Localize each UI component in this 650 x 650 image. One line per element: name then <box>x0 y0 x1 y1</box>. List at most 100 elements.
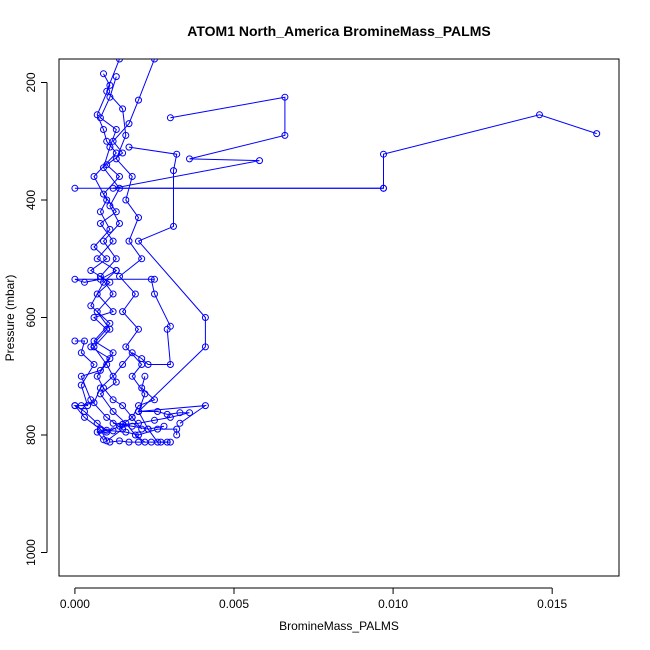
y-axis-label: Pressure (mbar) <box>3 275 17 362</box>
data-point <box>119 361 127 368</box>
series-6 <box>125 143 209 427</box>
data-point <box>100 436 107 444</box>
series-line <box>128 146 208 424</box>
data-point <box>128 422 136 430</box>
data-point <box>135 438 142 446</box>
data-point <box>119 308 127 316</box>
data-point <box>116 173 123 180</box>
data-point <box>116 422 123 430</box>
data-point <box>109 408 117 415</box>
data-point <box>90 399 98 407</box>
data-point <box>125 143 133 151</box>
data-point <box>77 381 85 389</box>
data-point <box>154 408 162 415</box>
data-point <box>93 255 101 263</box>
data-point <box>173 431 181 439</box>
data-point <box>201 402 209 410</box>
y-axis: 200 400 600 800 1000 <box>24 72 48 566</box>
data-point <box>100 237 107 245</box>
data-point <box>103 137 111 145</box>
data-point <box>151 59 158 63</box>
data-point <box>135 214 142 222</box>
data-point <box>166 438 174 446</box>
data-point <box>93 290 101 298</box>
data-point <box>93 428 101 436</box>
data-point <box>119 105 127 113</box>
x-tick-label: 0.000 <box>60 597 90 611</box>
data-point <box>138 255 146 263</box>
data-point <box>147 438 155 446</box>
x-tick-label: 0.015 <box>537 597 567 611</box>
data-point <box>90 343 98 351</box>
data-point <box>112 149 120 157</box>
y-tick-label: 600 <box>24 307 38 327</box>
series-4 <box>109 93 601 192</box>
data-point <box>96 384 104 392</box>
data-point <box>96 275 104 283</box>
data-point <box>103 87 111 95</box>
data-point <box>81 278 88 286</box>
y-tick-label: 200 <box>24 72 38 92</box>
data-point <box>90 314 98 321</box>
series-line <box>106 59 168 443</box>
plot-frame <box>58 58 620 577</box>
data-point <box>103 196 111 204</box>
data-point <box>536 111 543 119</box>
data-point <box>201 343 209 351</box>
data-point <box>119 402 127 410</box>
y-tick-label: 400 <box>24 190 38 210</box>
data-point <box>77 349 85 357</box>
data-point <box>122 428 130 436</box>
data-point <box>81 408 88 415</box>
x-axis-label: BromineMass_PALMS <box>279 619 399 633</box>
data-point <box>87 267 95 274</box>
data-point <box>77 372 85 380</box>
series-7 <box>71 267 174 330</box>
y-tick-label: 800 <box>24 425 38 445</box>
data-point <box>281 93 289 101</box>
chart-title: ATOM1 North_America BromineMass_PALMS <box>187 23 490 39</box>
data-point <box>151 396 158 404</box>
series-9 <box>109 408 193 433</box>
data-point <box>144 425 152 433</box>
data-point <box>166 361 174 368</box>
data-point <box>151 416 158 424</box>
series-line <box>113 411 190 430</box>
data-point <box>112 126 120 133</box>
data-point <box>90 243 98 251</box>
data-point <box>106 225 114 233</box>
data-point <box>112 73 120 81</box>
data-point <box>103 255 111 263</box>
data-point <box>380 150 387 158</box>
data-point <box>166 114 174 122</box>
data-point <box>96 208 104 216</box>
data-point <box>147 275 155 283</box>
data-point <box>122 343 130 351</box>
series-line <box>81 329 171 407</box>
data-point <box>157 438 165 446</box>
data-point <box>135 237 142 245</box>
data-point <box>71 337 79 345</box>
data-point <box>106 81 114 89</box>
data-point <box>93 372 101 380</box>
data-point <box>96 220 104 227</box>
data-point <box>122 419 130 427</box>
data-point <box>112 255 120 263</box>
data-point <box>109 290 117 298</box>
data-point <box>151 275 158 283</box>
data-point <box>109 349 117 357</box>
series-5 <box>71 184 387 192</box>
data-point <box>93 308 101 316</box>
data-point <box>176 409 184 417</box>
series-8 <box>71 337 181 439</box>
data-point <box>103 437 111 445</box>
data-point <box>131 290 139 298</box>
data-point <box>125 120 133 128</box>
data-point <box>100 190 107 198</box>
data-point <box>380 184 387 192</box>
data-point <box>256 157 263 165</box>
data-point <box>128 372 136 380</box>
data-point <box>81 337 88 345</box>
data-point <box>106 143 114 151</box>
data-point <box>109 396 117 404</box>
